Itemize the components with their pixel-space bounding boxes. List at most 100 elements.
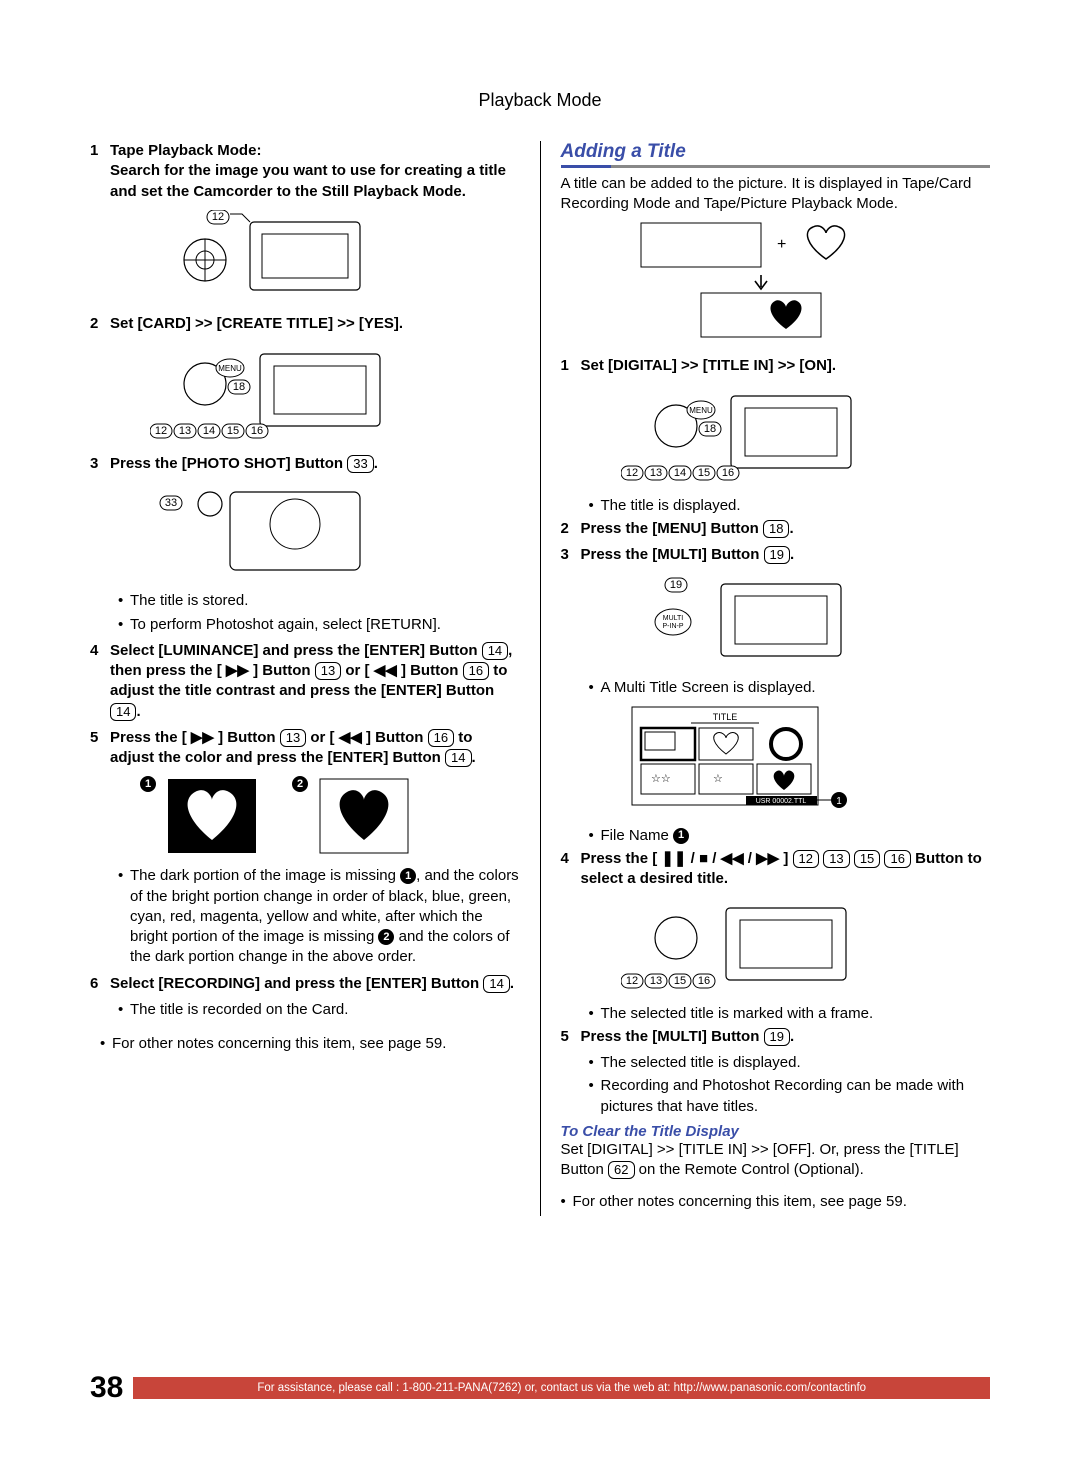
step-text: Set [DIGITAL] >> [TITLE IN] >> [ON]. (581, 356, 991, 376)
step-text: Press the [ ▶▶ ] Button 13 or [ ◀◀ ] But… (110, 728, 520, 769)
manual-page: Playback Mode 1 Tape Playback Mode: Sear… (0, 0, 1080, 1465)
other-notes: •For other notes concerning this item, s… (100, 1034, 520, 1054)
ref-pill: 33 (347, 455, 373, 473)
svg-text:MENU: MENU (689, 406, 713, 415)
marker-2-icon: 2 (292, 776, 308, 792)
svg-text:USR 00002.TTL: USR 00002.TTL (755, 798, 806, 805)
title-combine-illustration: + (631, 221, 991, 346)
right-step-4: 4 Press the [ ❚❚ / ■ / ◀◀ / ▶▶ ] 12 13 1… (561, 849, 991, 890)
step-text: Select [RECORDING] and press the [ENTER]… (110, 974, 520, 994)
camera-illustration-r4: 12 13 15 16 (621, 898, 991, 990)
left-step-2: 2 Set [CARD] >> [CREATE TITLE] >> [YES]. (90, 314, 520, 334)
svg-text:TITLE: TITLE (712, 712, 737, 722)
step-number: 1 (561, 356, 581, 376)
section-intro: A title can be added to the picture. It … (561, 174, 991, 215)
camera-illustration-r1: MENU 18 12 13 14 15 16 (621, 384, 991, 482)
step-text: Tape Playback Mode: Search for the image… (110, 141, 520, 202)
two-column-layout: 1 Tape Playback Mode: Search for the ima… (90, 141, 990, 1216)
right-step-3: 3 Press the [MULTI] Button 19. (561, 545, 991, 565)
multi-title-screen-icon: TITLE ☆☆ ☆ USR 00002.TTL 1 (631, 706, 851, 816)
step-number: 4 (90, 641, 110, 722)
left-column: 1 Tape Playback Mode: Search for the ima… (90, 141, 520, 1216)
svg-text:1: 1 (836, 796, 842, 807)
bullet-item: •To perform Photoshot again, select [RET… (118, 615, 520, 635)
assistance-strip: For assistance, please call : 1-800-211-… (133, 1377, 990, 1399)
pill-label: 18 (233, 381, 245, 393)
svg-text:16: 16 (721, 467, 733, 479)
step-text: Press the [ ❚❚ / ■ / ◀◀ / ▶▶ ] 12 13 15 … (581, 849, 991, 890)
clear-title-heading: To Clear the Title Display (561, 1123, 991, 1140)
camera-illustration-2: MENU 18 12 13 14 15 16 (150, 342, 520, 440)
svg-text:12: 12 (625, 975, 637, 987)
camera-icon: MULTI P-IN-P 19 (621, 574, 861, 664)
svg-text:P-IN-P: P-IN-P (662, 623, 683, 630)
left-step-3: 3 Press the [PHOTO SHOT] Button 33. (90, 454, 520, 474)
step-text: Select [LUMINANCE] and press the [ENTER]… (110, 641, 520, 722)
svg-text:16: 16 (251, 425, 263, 437)
svg-text:15: 15 (227, 425, 239, 437)
step-text: Set [CARD] >> [CREATE TITLE] >> [YES]. (110, 314, 520, 334)
page-mode-header: Playback Mode (90, 90, 990, 111)
bullet-item: •Recording and Photoshot Recording can b… (589, 1076, 991, 1117)
left-step-5: 5 Press the [ ▶▶ ] Button 13 or [ ◀◀ ] B… (90, 728, 520, 769)
page-footer: 38 For assistance, please call : 1-800-2… (90, 1371, 990, 1405)
bullet-item: •A Multi Title Screen is displayed. (589, 678, 991, 698)
pill-label: 33 (165, 497, 177, 509)
svg-text:14: 14 (203, 425, 215, 437)
svg-text:☆: ☆ (713, 773, 723, 785)
bullet-item: •The title is displayed. (589, 496, 991, 516)
svg-text:+: + (777, 236, 786, 253)
section-heading: Adding a Title (561, 141, 991, 168)
left-step-4: 4 Select [LUMINANCE] and press the [ENTE… (90, 641, 520, 722)
right-step-5: 5 Press the [MULTI] Button 19. (561, 1027, 991, 1047)
step-text: Press the [MULTI] Button 19. (581, 1027, 991, 1047)
camera-icon: 12 13 15 16 (621, 898, 871, 990)
heart-black-icon (314, 776, 414, 856)
svg-text:☆☆: ☆☆ (651, 773, 671, 785)
step-number: 5 (90, 728, 110, 769)
camera-illustration-1: 12 (150, 210, 520, 300)
step-number: 6 (90, 974, 110, 994)
step-number: 2 (561, 519, 581, 539)
clear-title-text: Set [DIGITAL] >> [TITLE IN] >> [OFF]. Or… (561, 1140, 991, 1181)
camera-icon: MENU 18 12 13 14 15 16 (150, 342, 410, 440)
bullet-item: •The title is recorded on the Card. (118, 1000, 520, 1020)
svg-text:16: 16 (697, 975, 709, 987)
svg-text:13: 13 (179, 425, 191, 437)
bullet-item: •The title is stored. (118, 591, 520, 611)
bullet-item: •The selected title is displayed. (589, 1053, 991, 1073)
step-text: Press the [MENU] Button 18. (581, 519, 991, 539)
ref-pill: 18 (763, 520, 789, 538)
other-notes: •For other notes concerning this item, s… (561, 1192, 991, 1212)
step-number: 2 (90, 314, 110, 334)
hearts-example: 1 2 (140, 776, 520, 856)
camera-icon: 33 (150, 482, 380, 577)
step-number: 5 (561, 1027, 581, 1047)
camera-icon: 12 (150, 210, 390, 300)
step-number: 4 (561, 849, 581, 890)
svg-text:MULTI: MULTI (662, 615, 683, 622)
step-number: 3 (90, 454, 110, 474)
right-step-1: 1 Set [DIGITAL] >> [TITLE IN] >> [ON]. (561, 356, 991, 376)
column-divider (540, 141, 541, 1216)
ref-pill: 19 (764, 1028, 790, 1046)
marker-1-icon: 1 (140, 776, 156, 792)
pill-label: 19 (669, 579, 681, 591)
svg-text:15: 15 (697, 467, 709, 479)
camera-icon: MENU 18 12 13 14 15 16 (621, 384, 881, 482)
heart-white-icon (162, 776, 262, 856)
svg-text:13: 13 (649, 975, 661, 987)
right-step-2: 2 Press the [MENU] Button 18. (561, 519, 991, 539)
bullet-item: •The dark portion of the image is missin… (118, 866, 520, 967)
svg-text:15: 15 (673, 975, 685, 987)
marker-1-icon: 1 (673, 828, 689, 844)
page-number: 38 (90, 1371, 123, 1405)
svg-text:12: 12 (625, 467, 637, 479)
left-step-6: 6 Select [RECORDING] and press the [ENTE… (90, 974, 520, 994)
pill-label: 12 (212, 211, 224, 223)
svg-text:12: 12 (155, 425, 167, 437)
pill-row: 12 13 14 15 16 (150, 424, 268, 438)
pill-label: 18 (703, 423, 715, 435)
ref-pill: 19 (764, 546, 790, 564)
step-number: 1 (90, 141, 110, 202)
